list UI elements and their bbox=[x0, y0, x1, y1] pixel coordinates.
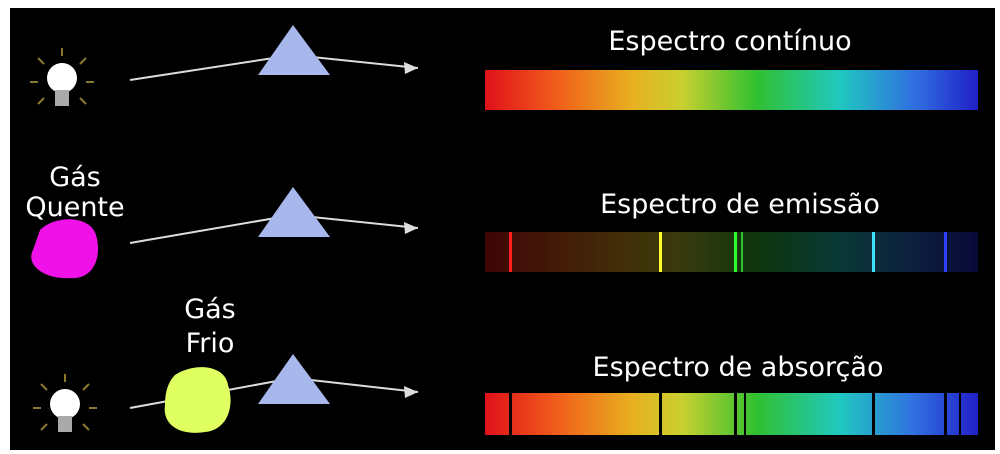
page: Espectro contínuo Gás Quente Espectro de… bbox=[0, 0, 1000, 454]
spectrum-title: Espectro contínuo bbox=[608, 26, 851, 57]
source-label: Quente bbox=[25, 192, 124, 223]
source-label: Frio bbox=[186, 328, 235, 359]
cold-gas bbox=[165, 367, 231, 433]
source-label: Gás bbox=[184, 294, 236, 325]
source-label: Gás bbox=[49, 162, 101, 193]
emission-spectrum bbox=[485, 232, 978, 272]
spectrum-title: Espectro de emissão bbox=[600, 189, 880, 220]
spectrum-title: Espectro de absorção bbox=[593, 352, 884, 383]
absorption-spectrum bbox=[485, 393, 978, 435]
diagram: Espectro contínuo Gás Quente Espectro de… bbox=[0, 0, 1000, 454]
continuous-spectrum bbox=[485, 70, 978, 110]
